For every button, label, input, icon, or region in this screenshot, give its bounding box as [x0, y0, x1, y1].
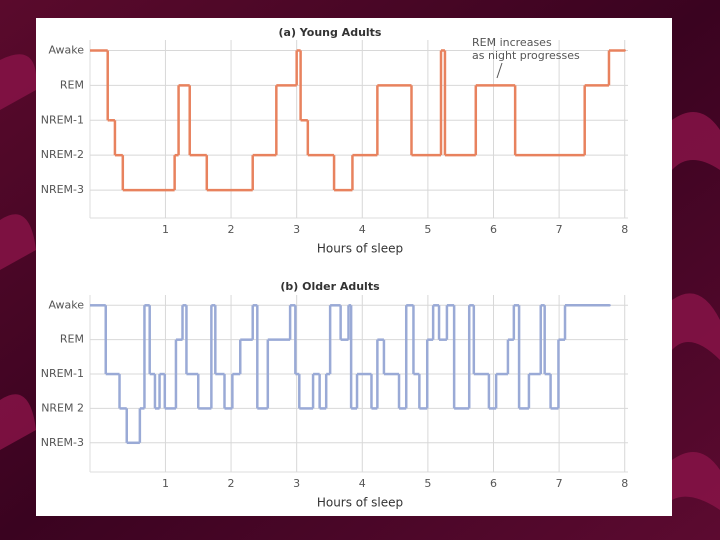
x-tick-label: 6 — [490, 477, 497, 490]
x-axis-label: Hours of sleep — [317, 242, 403, 256]
annotation: REM increases — [472, 36, 552, 49]
x-axis-label: Hours of sleep — [317, 496, 403, 510]
chart-title: (b) Older Adults — [280, 280, 380, 293]
panel — [36, 18, 672, 516]
step-end — [623, 49, 626, 52]
x-tick-label: 1 — [162, 223, 169, 236]
annotation-pointer — [496, 62, 503, 79]
chart-title: (a) Young Adults — [279, 26, 382, 39]
y-tick-label: Awake — [48, 298, 84, 311]
x-tick-label: 8 — [621, 477, 628, 490]
x-tick-label: 3 — [293, 477, 300, 490]
x-tick-label: 1 — [162, 477, 169, 490]
y-tick-label: NREM 2 — [41, 401, 84, 414]
x-tick-label: 8 — [621, 223, 628, 236]
x-tick-label: 5 — [424, 477, 431, 490]
x-tick-label: 2 — [228, 223, 235, 236]
step-end — [608, 304, 611, 307]
y-tick-label: NREM-1 — [41, 113, 84, 126]
x-tick-label: 2 — [228, 477, 235, 490]
y-tick-label: Awake — [48, 43, 84, 56]
y-tick-label: NREM-1 — [41, 367, 84, 380]
x-tick-label: 3 — [293, 223, 300, 236]
y-tick-label: REM — [60, 78, 84, 91]
x-tick-label: 7 — [556, 223, 563, 236]
y-tick-label: REM — [60, 333, 84, 346]
x-tick-label: 4 — [359, 223, 366, 236]
x-tick-label: 7 — [556, 477, 563, 490]
y-tick-label: NREM-2 — [41, 148, 84, 161]
x-tick-label: 6 — [490, 223, 497, 236]
annotation: as night progresses — [472, 49, 580, 62]
x-tick-label: 4 — [359, 477, 366, 490]
y-tick-label: NREM-3 — [41, 436, 84, 449]
y-tick-label: NREM-3 — [41, 183, 84, 196]
x-tick-label: 5 — [424, 223, 431, 236]
